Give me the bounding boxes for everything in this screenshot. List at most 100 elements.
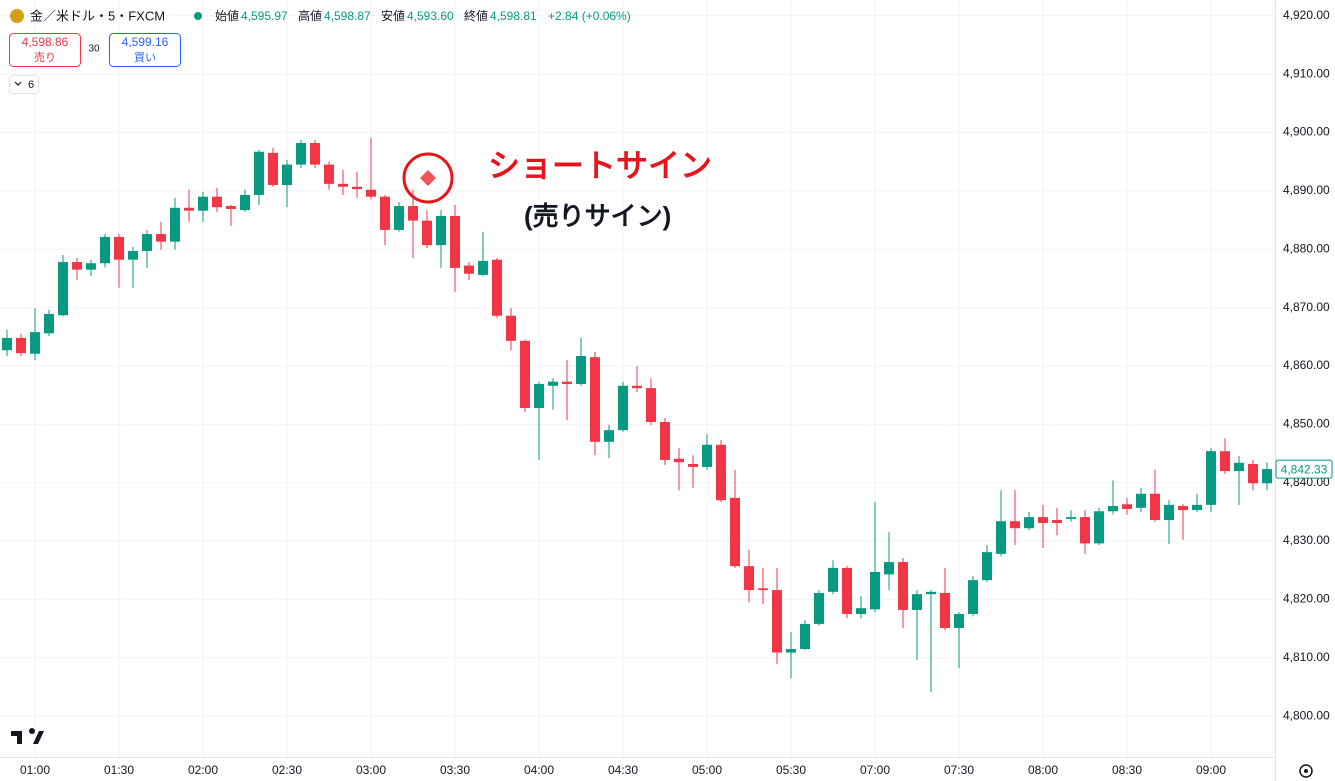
buy-button[interactable] bbox=[109, 33, 181, 67]
last-price-label: 4,842.33 bbox=[1281, 462, 1328, 476]
x-tick-label: 05:30 bbox=[776, 763, 806, 777]
candle-body bbox=[716, 444, 726, 501]
candle-body bbox=[688, 464, 698, 467]
x-tick-label: 04:30 bbox=[608, 763, 638, 777]
candle-body bbox=[1192, 504, 1202, 511]
candle-body bbox=[618, 385, 628, 431]
candle-body bbox=[590, 357, 600, 442]
ohlc-label: 高値 bbox=[298, 8, 322, 23]
candle-body bbox=[828, 567, 838, 592]
candle-body bbox=[184, 207, 194, 211]
candle-body bbox=[1150, 493, 1160, 521]
candle-body bbox=[632, 385, 642, 389]
settings-icon[interactable] bbox=[1299, 764, 1313, 778]
candle-body bbox=[506, 315, 516, 341]
indicator-count: 6 bbox=[28, 79, 34, 91]
y-tick-label: 4,900.00 bbox=[1283, 125, 1330, 139]
x-tick-label: 02:30 bbox=[272, 763, 302, 777]
ohlc-value: 4,593.60 bbox=[407, 9, 454, 23]
x-tick-label: 07:30 bbox=[944, 763, 974, 777]
candle-body bbox=[72, 262, 82, 270]
candle-body bbox=[912, 594, 922, 610]
candle-body bbox=[1122, 504, 1132, 509]
symbol[interactable]: 金／米ドル・5・FXCM bbox=[30, 8, 165, 23]
ohlc-value: 4,598.87 bbox=[324, 9, 371, 23]
candle-body bbox=[44, 314, 54, 334]
candle-body bbox=[562, 381, 572, 385]
x-tick-label: 08:30 bbox=[1112, 763, 1142, 777]
candle-body bbox=[1178, 506, 1188, 511]
sell-button[interactable] bbox=[9, 33, 81, 67]
signal-circle bbox=[402, 152, 454, 204]
candle-body bbox=[310, 142, 320, 165]
candle-body bbox=[996, 521, 1006, 554]
market-status bbox=[194, 12, 202, 20]
candle-body bbox=[100, 236, 110, 264]
candle-body bbox=[142, 234, 152, 251]
candle-body bbox=[464, 265, 474, 274]
candle-body bbox=[646, 388, 656, 422]
candle-body bbox=[1262, 469, 1272, 484]
y-tick-label: 4,910.00 bbox=[1283, 66, 1330, 80]
candle-body bbox=[226, 206, 236, 209]
indicator-toggle[interactable] bbox=[9, 75, 39, 94]
candle-body bbox=[352, 186, 362, 190]
candle-body bbox=[58, 262, 68, 316]
candle-body bbox=[450, 215, 460, 268]
ohlc-label: 安値 bbox=[381, 8, 405, 23]
spread: 30 bbox=[88, 44, 100, 55]
candle-body bbox=[492, 259, 502, 316]
candle-body bbox=[954, 614, 964, 629]
candle-body bbox=[366, 189, 376, 197]
candle-body bbox=[674, 458, 684, 463]
candle-body bbox=[730, 497, 740, 567]
candle-body bbox=[240, 194, 250, 211]
candle-body bbox=[394, 206, 404, 230]
x-tick-label: 08:00 bbox=[1028, 763, 1058, 777]
annotation-subtitle: (売りサイン) bbox=[524, 201, 671, 231]
y-tick-label: 4,890.00 bbox=[1283, 183, 1330, 197]
candle-body bbox=[1234, 462, 1244, 472]
annotation-title: ショートサイン bbox=[488, 147, 712, 183]
candle-body bbox=[1206, 451, 1216, 505]
candle-body bbox=[576, 356, 586, 385]
y-tick-label: 4,880.00 bbox=[1283, 241, 1330, 255]
candle-body bbox=[478, 260, 488, 275]
candle-body bbox=[30, 332, 40, 354]
last-price-box bbox=[1275, 459, 1333, 479]
candle-body bbox=[114, 236, 124, 260]
candle-body bbox=[324, 164, 334, 184]
ohlc-label: 終値 bbox=[464, 8, 488, 23]
settings-icon-center bbox=[1304, 769, 1308, 773]
candle-body bbox=[702, 444, 712, 467]
candle-body bbox=[870, 571, 880, 610]
sell-price: 4,598.86 bbox=[22, 35, 69, 49]
candle-body bbox=[520, 340, 530, 408]
change: +2.84 (+0.06%) bbox=[548, 9, 631, 23]
candle-body bbox=[856, 608, 866, 615]
candle-body bbox=[884, 562, 894, 575]
candle-body bbox=[198, 196, 208, 211]
buy-price: 4,599.16 bbox=[122, 35, 169, 49]
candle-body bbox=[660, 421, 670, 460]
candle-body bbox=[1094, 511, 1104, 544]
x-tick-label: 05:00 bbox=[692, 763, 722, 777]
candle-body bbox=[968, 580, 978, 615]
candle-body bbox=[296, 142, 306, 165]
candle-body bbox=[1038, 517, 1048, 523]
candle-body bbox=[1024, 517, 1034, 529]
y-tick-label: 4,830.00 bbox=[1283, 533, 1330, 547]
y-tick-label: 4,800.00 bbox=[1283, 708, 1330, 722]
candle-body bbox=[408, 206, 418, 221]
candle-body bbox=[1010, 521, 1020, 529]
candle-body bbox=[940, 592, 950, 629]
candle-body bbox=[534, 384, 544, 408]
chevron-icon bbox=[14, 81, 22, 86]
candle-body bbox=[380, 196, 390, 230]
logo[interactable] bbox=[11, 728, 44, 744]
candle-body bbox=[128, 250, 138, 260]
ohlc-value: 4,595.97 bbox=[241, 9, 288, 23]
candle-body bbox=[282, 164, 292, 186]
candle-body bbox=[842, 567, 852, 615]
